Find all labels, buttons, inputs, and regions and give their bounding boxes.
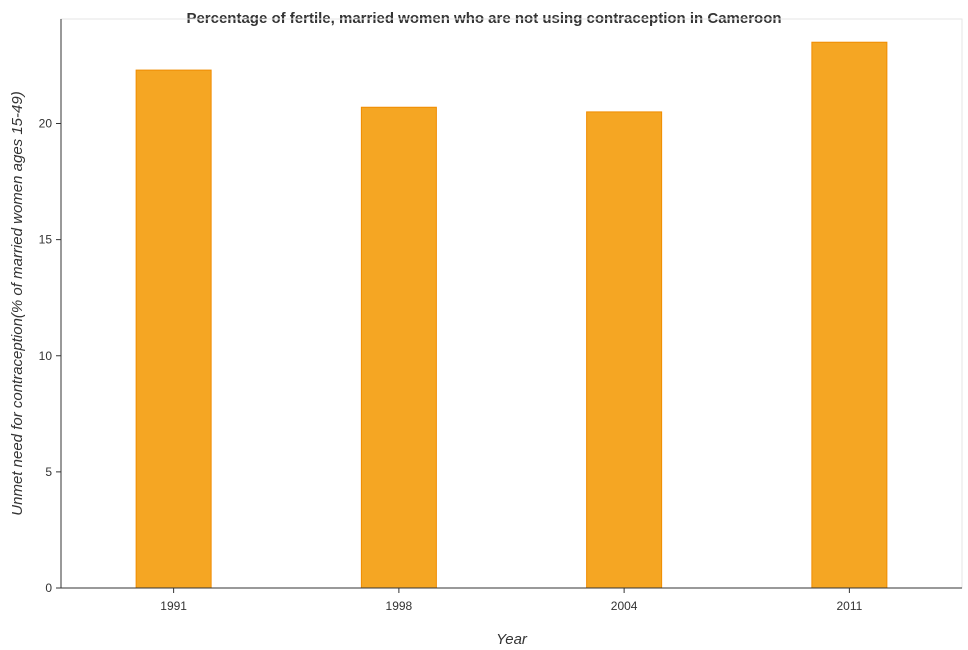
- labels-layer: 0 5 10 15 20 1991 1998 2004 2011 Year Unmet need f…: [9, 91, 863, 648]
- x-tick-label-1998: 1998: [386, 599, 413, 613]
- y-tick-label-0: 0: [45, 581, 52, 595]
- bar-2011: [811, 41, 888, 589]
- y-tick-label-10: 10: [39, 349, 53, 363]
- y-axis-title: Unmet need for contraception(% of marrie…: [9, 91, 26, 515]
- axes-layer: [56, 18, 963, 593]
- x-tick-label-2004: 2004: [611, 599, 638, 613]
- y-tick-label-20: 20: [39, 117, 53, 131]
- bar-1991: [135, 69, 212, 589]
- bar-1998: [360, 106, 437, 589]
- bars-layer: [135, 41, 888, 589]
- y-tick-label-15: 15: [39, 233, 53, 247]
- y-tick-label-5: 5: [45, 465, 52, 479]
- x-tick-label-1991: 1991: [160, 599, 187, 613]
- bar-2004: [586, 111, 663, 589]
- x-tick-label-2011: 2011: [836, 599, 862, 613]
- x-axis-title: Year: [496, 631, 528, 648]
